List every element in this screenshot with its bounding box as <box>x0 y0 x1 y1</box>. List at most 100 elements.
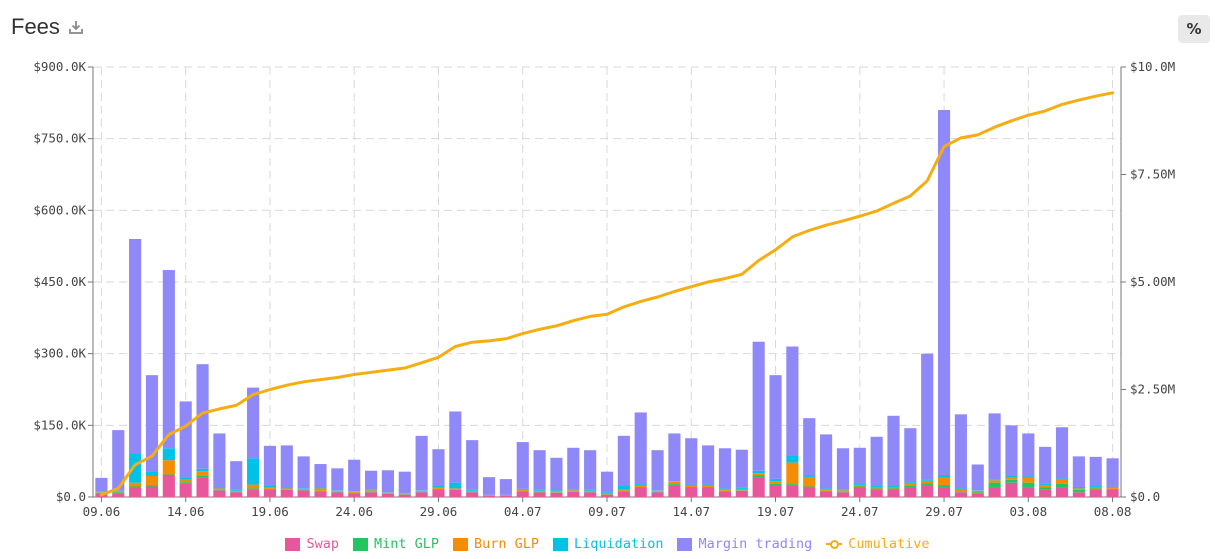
bar-swap <box>179 483 192 497</box>
bar-liquidation <box>786 455 799 463</box>
bar-burn-glp <box>1039 485 1052 488</box>
bar-burn-glp <box>971 490 984 493</box>
y-left-tick-label: $450.0K <box>33 274 86 289</box>
bar-mint-glp <box>954 491 967 493</box>
bar-mint-glp <box>904 486 917 488</box>
bar-liquidation <box>803 475 816 477</box>
bar-swap <box>584 492 597 497</box>
bar-burn-glp <box>213 488 226 490</box>
bar-margin-trading <box>971 464 984 491</box>
bar-mint-glp <box>752 475 765 478</box>
bar-margin-trading <box>651 450 664 491</box>
bar-margin-trading <box>1055 427 1069 479</box>
x-tick-label: 24.07 <box>841 504 879 519</box>
bar-liquidation <box>263 486 277 488</box>
legend-item-cumulative[interactable]: Cumulative <box>826 536 930 552</box>
bar-mint-glp <box>887 488 900 490</box>
bar-liquidation <box>314 487 327 489</box>
bar-burn-glp <box>348 491 361 493</box>
percent-toggle-button[interactable]: % <box>1178 15 1210 43</box>
cumulative-line <box>99 91 1115 497</box>
bar-margin-trading <box>550 457 563 491</box>
bar-burn-glp <box>988 480 1001 483</box>
bar-liquidation <box>449 482 462 489</box>
bar-burn-glp <box>887 486 900 489</box>
legend-item-liquidation[interactable]: Liquidation <box>553 536 663 552</box>
bar-margin-trading <box>1072 456 1085 487</box>
bar-burn-glp <box>769 481 782 484</box>
bar-swap <box>988 487 1001 497</box>
bar-margin-trading <box>516 442 529 489</box>
bar-swap <box>297 490 310 497</box>
bar-liquidation <box>735 487 748 489</box>
bar-liquidation <box>213 487 226 489</box>
bar-swap <box>904 487 917 497</box>
bar-margin-trading <box>331 468 344 491</box>
bar-mint-glp <box>247 488 260 490</box>
bar-liquidation <box>954 488 967 490</box>
bar-margin-trading <box>617 435 630 487</box>
x-tick-label: 14.06 <box>167 504 205 519</box>
bar-margin-trading <box>415 435 428 491</box>
bar-swap <box>921 485 934 497</box>
bar-burn-glp <box>937 477 951 486</box>
bar-margin-trading <box>769 375 782 479</box>
legend-item-swap[interactable]: Swap <box>285 536 339 552</box>
bar-liquidation <box>600 492 614 494</box>
bar-swap <box>1055 487 1069 497</box>
legend-label: Swap <box>306 536 339 552</box>
bar-margin-trading <box>921 353 934 480</box>
bar-mint-glp <box>162 474 175 476</box>
bar-margin-trading <box>230 461 243 490</box>
bar-swap <box>1039 489 1052 497</box>
bar-margin-trading <box>196 364 209 469</box>
bar-burn-glp <box>466 490 479 492</box>
bar-swap <box>870 489 883 497</box>
bar-mint-glp <box>1106 488 1119 490</box>
bar-liquidation <box>1005 475 1018 478</box>
fees-chart: $0.0 $150.0K $300.0K $450.0K $600.0K $750.0K $… <box>33 59 1175 519</box>
bar-liquidation <box>752 470 765 474</box>
bar-swap <box>1022 487 1035 497</box>
legend-swatch <box>677 537 693 551</box>
y-left-tick-label: $600.0K <box>33 202 86 217</box>
bar-swap <box>331 492 344 497</box>
legend-swatch <box>352 537 368 551</box>
bar-margin-trading <box>449 411 462 483</box>
bar-margin-trading <box>162 270 175 449</box>
bar-swap <box>887 489 900 497</box>
bar-margin-trading <box>634 412 647 485</box>
bar-liquidation <box>550 490 563 492</box>
legend-item-burn-glp[interactable]: Burn GLP <box>453 536 539 552</box>
download-icon[interactable] <box>68 19 84 39</box>
bar-margin-trading <box>702 445 715 485</box>
bar-margin-trading <box>1039 446 1052 484</box>
legend-item-margin-trading[interactable]: Margin trading <box>677 536 812 552</box>
bar-burn-glp <box>752 473 765 476</box>
y-right-tick-label: $0.0 <box>1130 489 1160 504</box>
bar-burn-glp <box>617 489 630 491</box>
x-tick-label: 19.07 <box>757 504 795 519</box>
legend-label: Margin trading <box>698 536 813 552</box>
bar-swap <box>735 490 748 497</box>
bar-burn-glp <box>129 482 142 487</box>
bar-burn-glp <box>718 489 732 491</box>
bar-burn-glp <box>415 490 428 492</box>
bar-margin-trading <box>432 449 445 487</box>
bar-mint-glp <box>803 486 816 488</box>
bar-margin-trading <box>584 450 597 490</box>
x-tick-label: 08.08 <box>1094 504 1132 519</box>
bar-liquidation <box>179 477 192 480</box>
bar-margin-trading <box>988 413 1001 480</box>
bar-liquidation <box>280 487 293 489</box>
bar-margin-trading <box>904 428 917 483</box>
bar-margin-trading <box>533 450 546 490</box>
bar-burn-glp <box>1106 487 1119 489</box>
bar-swap <box>112 493 125 497</box>
bar-margin-trading <box>145 375 159 472</box>
bar-liquidation <box>685 484 698 486</box>
legend-item-mint-glp[interactable]: Mint GLP <box>352 536 439 552</box>
y-left-tick-label: $750.0K <box>33 131 86 146</box>
y-right-tick-label: $5.00M <box>1130 274 1175 289</box>
bar-mint-glp <box>263 488 277 490</box>
